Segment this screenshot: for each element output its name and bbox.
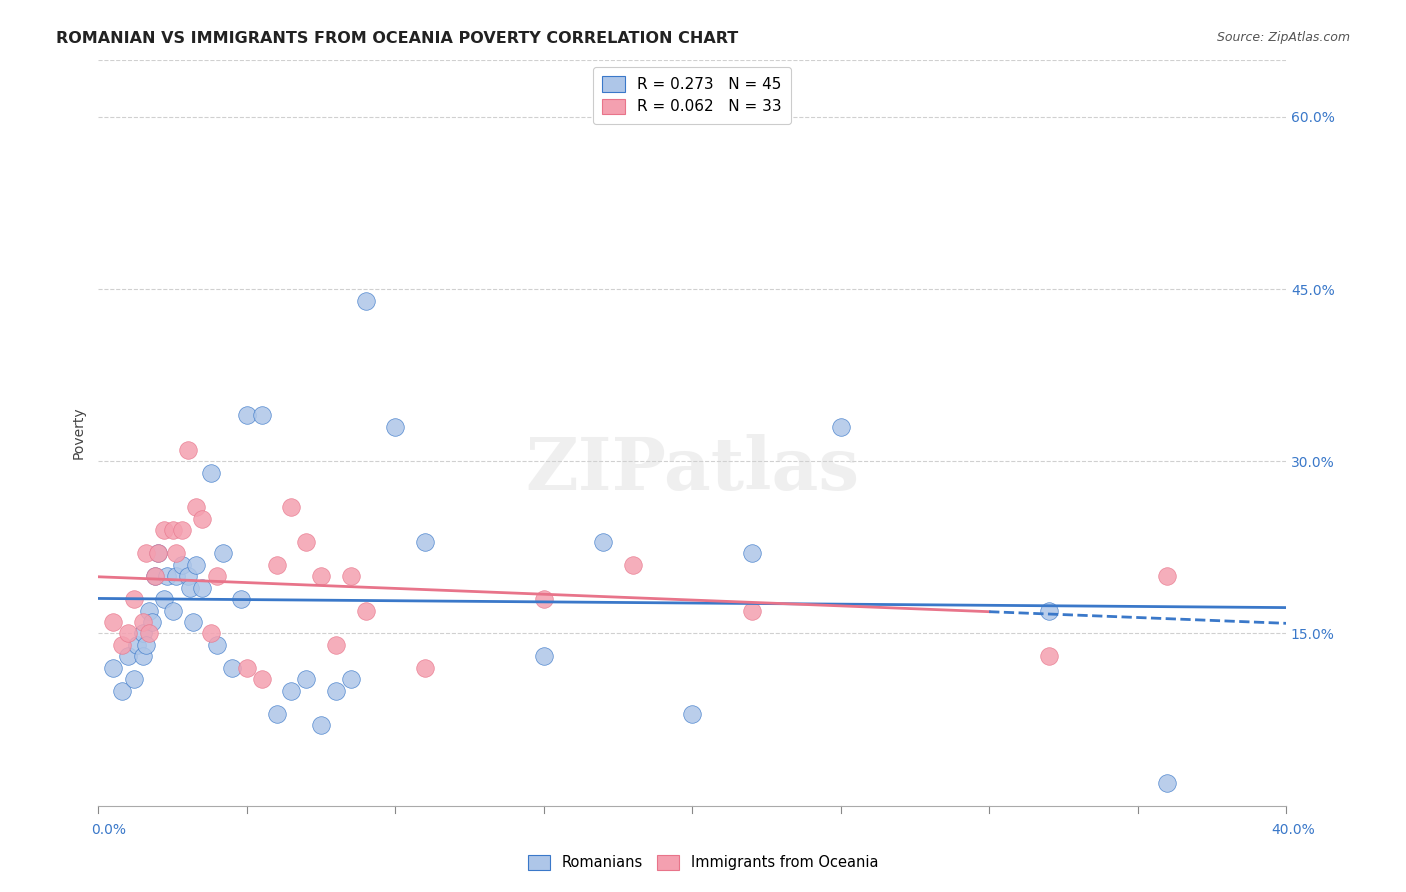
Point	[1038, 649, 1060, 664]
Point	[280, 500, 302, 515]
Point	[138, 626, 160, 640]
Point	[1156, 775, 1178, 789]
Point	[165, 546, 187, 560]
Point	[354, 293, 377, 308]
Point	[681, 706, 703, 721]
Point	[146, 546, 169, 560]
Y-axis label: Poverty: Poverty	[72, 407, 86, 458]
Point	[191, 581, 214, 595]
Point	[250, 409, 273, 423]
Text: 40.0%: 40.0%	[1271, 823, 1315, 837]
Point	[135, 638, 157, 652]
Point	[132, 649, 155, 664]
Point	[170, 523, 193, 537]
Point	[295, 673, 318, 687]
Text: ZIPatlas: ZIPatlas	[526, 434, 859, 506]
Point	[103, 661, 125, 675]
Point	[221, 661, 243, 675]
Point	[229, 592, 252, 607]
Point	[176, 569, 198, 583]
Point	[122, 673, 145, 687]
Point	[117, 649, 139, 664]
Point	[179, 581, 201, 595]
Point	[152, 523, 174, 537]
Text: 0.0%: 0.0%	[91, 823, 127, 837]
Legend: Romanians, Immigrants from Oceania: Romanians, Immigrants from Oceania	[522, 848, 884, 876]
Point	[533, 592, 555, 607]
Point	[138, 603, 160, 617]
Point	[592, 534, 614, 549]
Point	[236, 409, 259, 423]
Text: Source: ZipAtlas.com: Source: ZipAtlas.com	[1216, 31, 1350, 45]
Point	[325, 638, 347, 652]
Point	[162, 523, 184, 537]
Point	[125, 638, 148, 652]
Point	[266, 558, 288, 572]
Point	[186, 558, 208, 572]
Point	[354, 603, 377, 617]
Point	[205, 638, 228, 652]
Point	[132, 615, 155, 629]
Point	[152, 592, 174, 607]
Point	[186, 500, 208, 515]
Point	[236, 661, 259, 675]
Point	[103, 615, 125, 629]
Point	[122, 592, 145, 607]
Point	[143, 569, 166, 583]
Point	[135, 546, 157, 560]
Point	[830, 420, 852, 434]
Point	[132, 626, 155, 640]
Point	[176, 442, 198, 457]
Point	[309, 569, 332, 583]
Point	[741, 603, 763, 617]
Point	[162, 603, 184, 617]
Point	[741, 546, 763, 560]
Point	[146, 546, 169, 560]
Point	[621, 558, 644, 572]
Point	[117, 626, 139, 640]
Point	[165, 569, 187, 583]
Point	[340, 569, 363, 583]
Point	[325, 684, 347, 698]
Point	[111, 638, 134, 652]
Point	[111, 684, 134, 698]
Point	[340, 673, 363, 687]
Point	[170, 558, 193, 572]
Point	[183, 615, 205, 629]
Point	[266, 706, 288, 721]
Point	[212, 546, 235, 560]
Point	[309, 718, 332, 732]
Point	[141, 615, 163, 629]
Point	[200, 466, 222, 480]
Point	[1156, 569, 1178, 583]
Point	[143, 569, 166, 583]
Point	[250, 673, 273, 687]
Point	[1038, 603, 1060, 617]
Point	[295, 534, 318, 549]
Point	[156, 569, 179, 583]
Legend: R = 0.273   N = 45, R = 0.062   N = 33: R = 0.273 N = 45, R = 0.062 N = 33	[593, 67, 792, 124]
Text: ROMANIAN VS IMMIGRANTS FROM OCEANIA POVERTY CORRELATION CHART: ROMANIAN VS IMMIGRANTS FROM OCEANIA POVE…	[56, 31, 738, 46]
Point	[280, 684, 302, 698]
Point	[384, 420, 406, 434]
Point	[205, 569, 228, 583]
Point	[533, 649, 555, 664]
Point	[191, 512, 214, 526]
Point	[200, 626, 222, 640]
Point	[413, 661, 436, 675]
Point	[413, 534, 436, 549]
